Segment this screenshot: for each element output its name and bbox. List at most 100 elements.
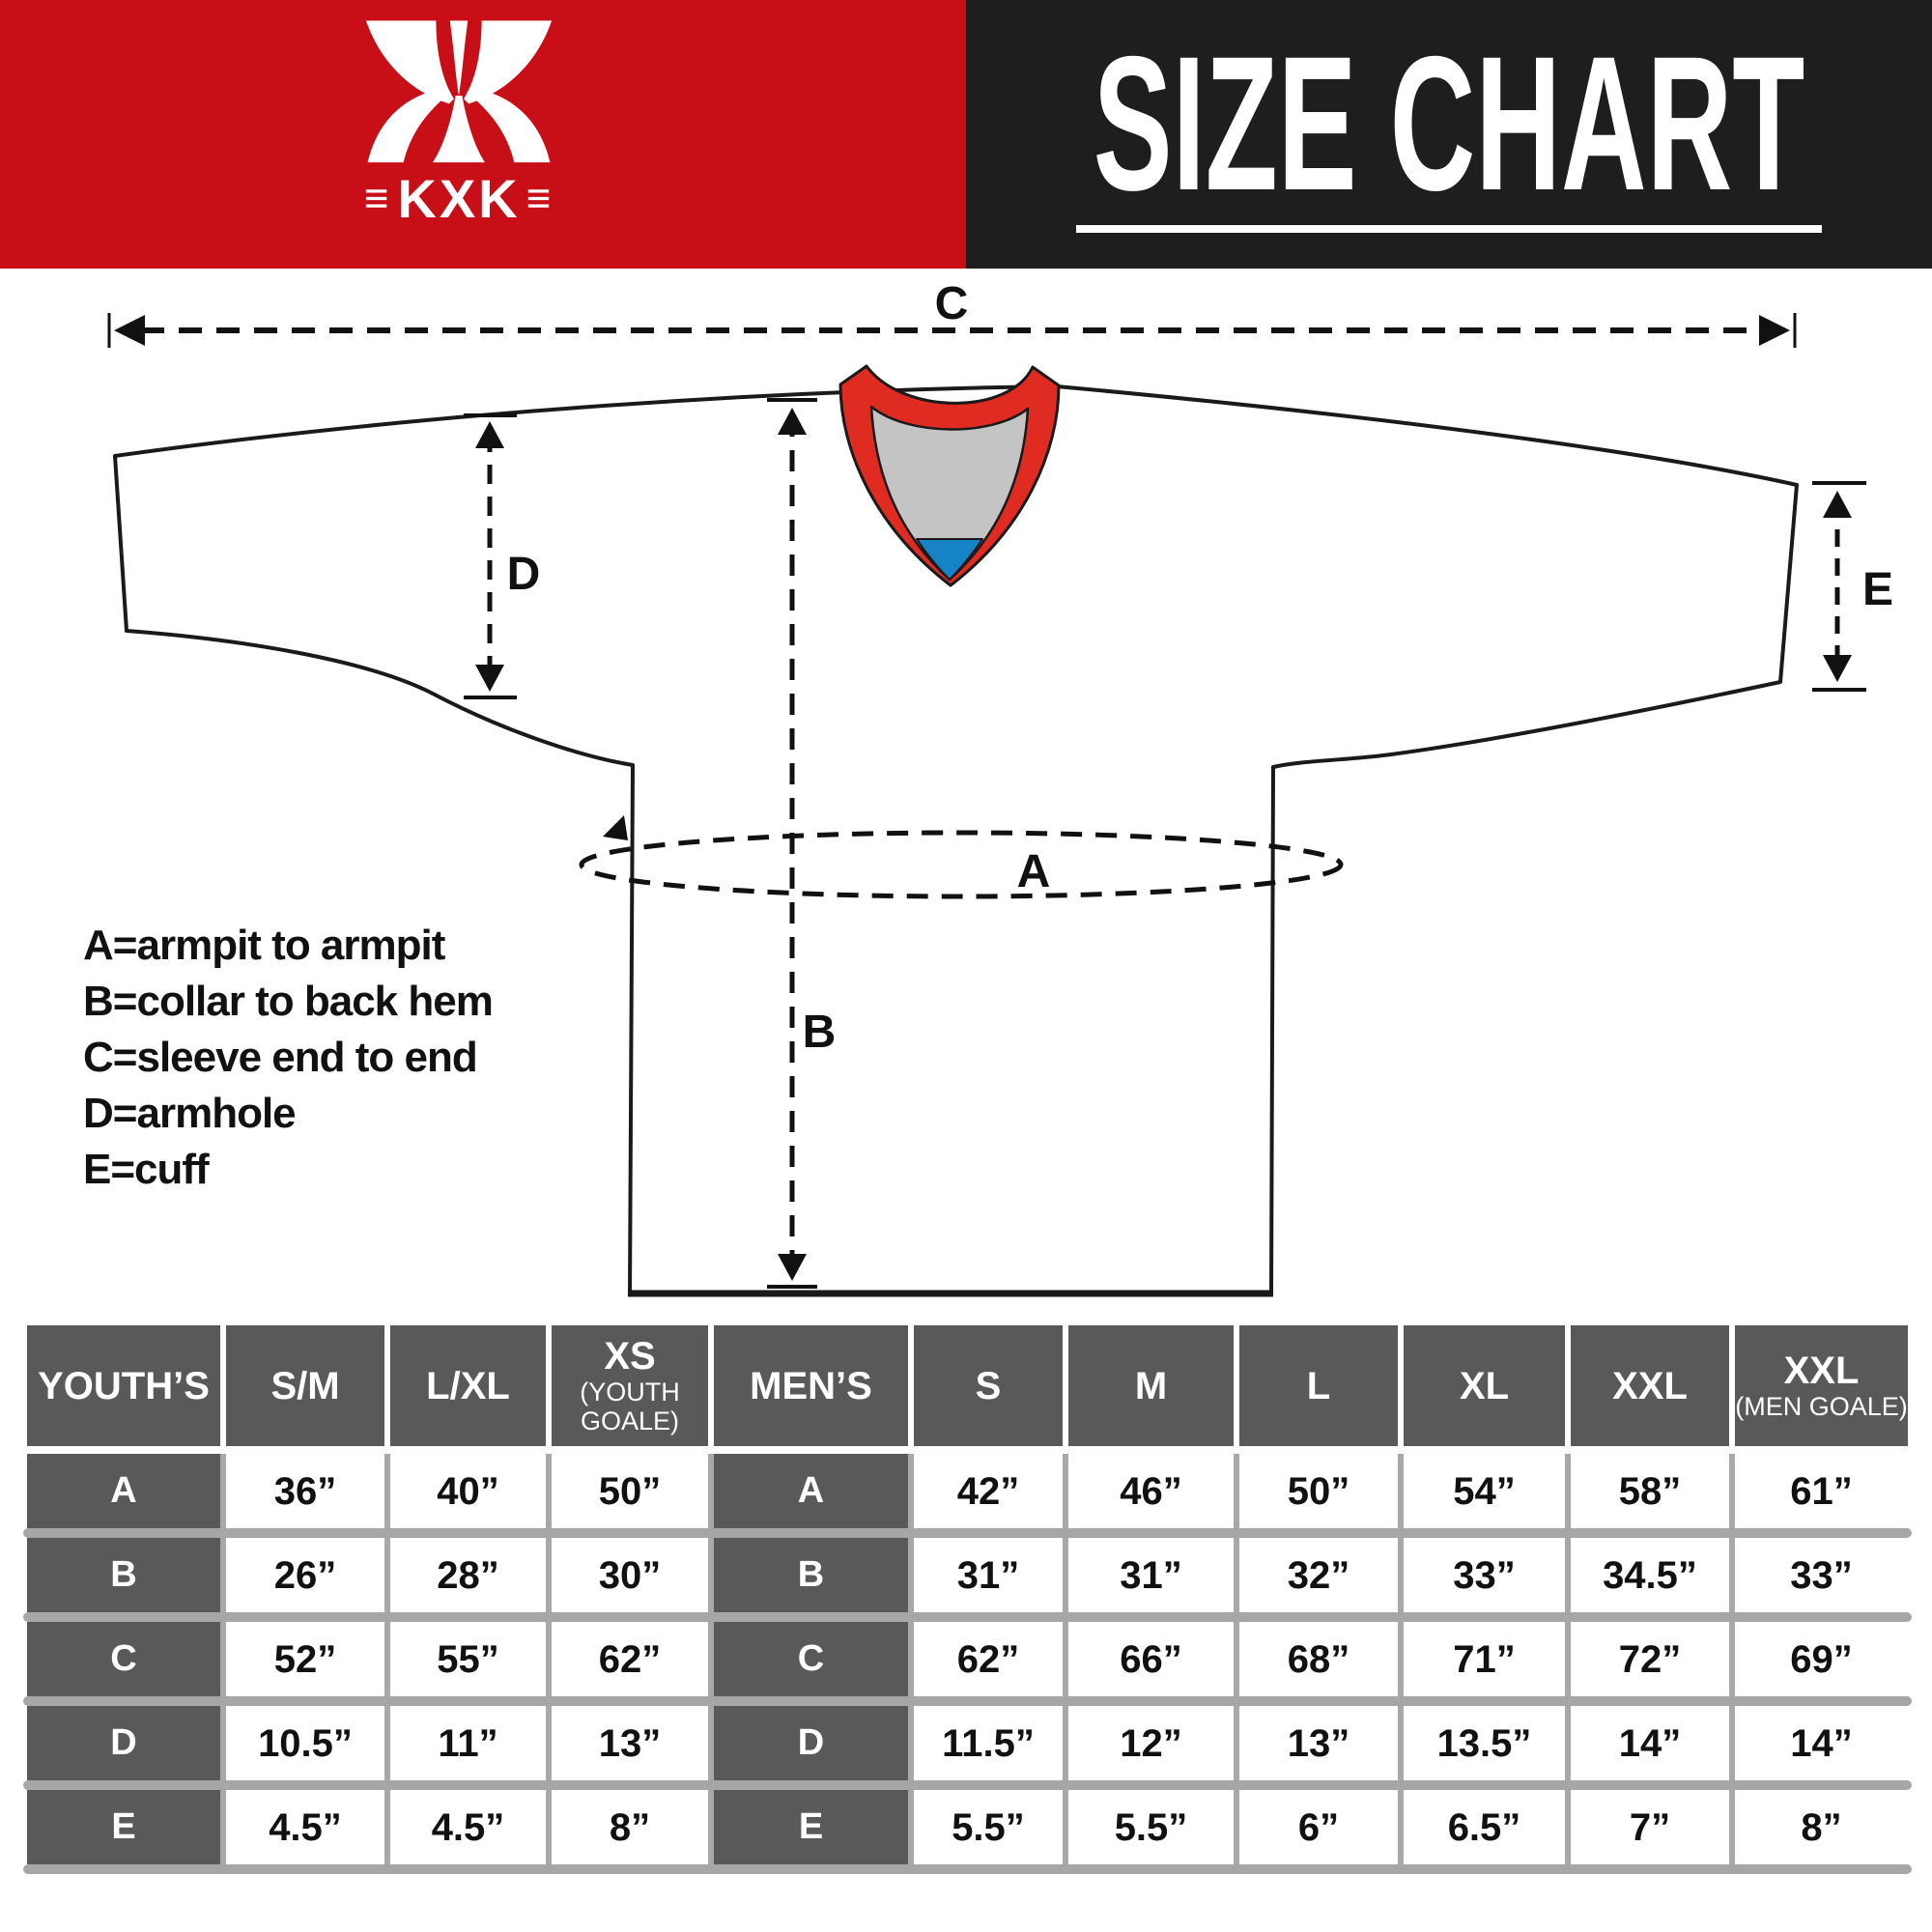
table-value-cell: 6.5” xyxy=(1404,1790,1565,1864)
label-B: B xyxy=(803,1007,837,1058)
table-size-header: XS (YOUTH GOALE) xyxy=(552,1325,708,1446)
table-size-header: S xyxy=(914,1325,1063,1446)
table-value-cell: 50” xyxy=(1239,1454,1398,1528)
table-value-cell: 33” xyxy=(1735,1538,1908,1612)
table-value-cell: 62” xyxy=(552,1622,708,1696)
brand-wordmark: ≡ KXK ≡ xyxy=(364,172,554,226)
row-separator xyxy=(23,1528,1912,1538)
table-value-cell: 71” xyxy=(1404,1622,1565,1696)
size-sublabel: (MEN GOALE) xyxy=(1735,1391,1908,1421)
table-size-header: L xyxy=(1239,1325,1398,1446)
table-value-cell: 11” xyxy=(390,1706,546,1780)
measure-arrow-E xyxy=(1812,481,1866,692)
table-size-header: XL xyxy=(1404,1325,1565,1446)
table-value-cell: 8” xyxy=(552,1790,708,1864)
jersey-outline xyxy=(113,384,1799,1295)
measure-arrow-A xyxy=(579,815,1344,899)
table-row-label: D xyxy=(27,1706,220,1780)
table-row-label: D xyxy=(714,1706,908,1780)
table-row-label: E xyxy=(27,1790,220,1864)
table-value-cell: 28” xyxy=(390,1538,546,1612)
table-value-cell: 61” xyxy=(1735,1454,1908,1528)
size-label: L/XL xyxy=(426,1364,510,1407)
table-size-header: XXL xyxy=(1571,1325,1729,1446)
table-row-label: C xyxy=(714,1622,908,1696)
table-value-cell: 14” xyxy=(1735,1706,1908,1780)
size-label: XXL xyxy=(1612,1364,1688,1407)
table-value-cell: 54” xyxy=(1404,1454,1565,1528)
row-separator xyxy=(23,1696,1912,1706)
table-row-label: C xyxy=(27,1622,220,1696)
table-value-cell: 69” xyxy=(1735,1622,1908,1696)
header-brand-panel: ≡ KXK ≡ xyxy=(0,0,966,269)
collar-inner-gray xyxy=(869,405,1030,582)
measurement-legend: A=armpit to armpit B=collar to back hem … xyxy=(83,918,494,1198)
table-value-cell: 33” xyxy=(1404,1538,1565,1612)
legend-line-b: B=collar to back hem xyxy=(83,978,494,1025)
legend-line-d: D=armhole xyxy=(83,1090,297,1137)
table-group-header: YOUTH’S xyxy=(27,1325,220,1446)
table-value-cell: 7” xyxy=(1571,1790,1729,1864)
table-value-cell: 31” xyxy=(1068,1538,1234,1612)
collar-blue-insert xyxy=(916,538,983,581)
table-value-cell: 50” xyxy=(552,1454,708,1528)
size-label: XS xyxy=(604,1334,656,1378)
title-underline xyxy=(1076,225,1822,234)
label-C: C xyxy=(935,278,969,329)
header-title-panel: SIZE CHART xyxy=(966,0,1932,269)
measure-arrow-B xyxy=(767,398,817,1289)
brand-name: KXK xyxy=(397,168,521,229)
page-title: SIZE CHART xyxy=(1093,15,1805,230)
table-value-cell: 30” xyxy=(552,1538,708,1612)
table-size-header: XXL (MEN GOALE) xyxy=(1735,1325,1908,1446)
table-value-cell: 40” xyxy=(390,1454,546,1528)
table-row-label: B xyxy=(714,1538,908,1612)
table-value-cell: 36” xyxy=(226,1454,384,1528)
measure-arrow-D xyxy=(464,413,517,699)
size-label: M xyxy=(1134,1364,1168,1407)
row-separator xyxy=(23,1780,1912,1790)
table-value-cell: 55” xyxy=(390,1622,546,1696)
logo-bars-left-icon: ≡ xyxy=(363,175,392,222)
row-separator xyxy=(23,1864,1912,1874)
table-value-cell: 34.5” xyxy=(1571,1538,1729,1612)
table-value-cell: 12” xyxy=(1068,1706,1234,1780)
header: ≡ KXK ≡ SIZE CHART xyxy=(0,0,1932,269)
table-value-cell: 58” xyxy=(1571,1454,1729,1528)
table-group-header: MEN’S xyxy=(714,1325,908,1446)
table-value-cell: 13” xyxy=(1239,1706,1398,1780)
kxk-x-mark-icon xyxy=(365,20,553,163)
legend-line-a: A=armpit to armpit xyxy=(83,922,445,969)
table-size-header: L/XL xyxy=(390,1325,546,1446)
size-label: XXL xyxy=(1783,1349,1860,1392)
legend-line-c: C=sleeve end to end xyxy=(83,1034,478,1081)
table-value-cell: 8” xyxy=(1735,1790,1908,1864)
table-row-label: A xyxy=(27,1454,220,1528)
jersey-collar xyxy=(838,364,1061,587)
table-value-cell: 26” xyxy=(226,1538,384,1612)
table-value-cell: 13” xyxy=(552,1706,708,1780)
table-value-cell: 6” xyxy=(1239,1790,1398,1864)
table-value-cell: 62” xyxy=(914,1622,1063,1696)
jersey-measurement-diagram: C D B A E xyxy=(107,278,1893,1297)
table-value-cell: 31” xyxy=(914,1538,1063,1612)
logo-bars-right-icon: ≡ xyxy=(526,175,554,222)
table-size-header: S/M xyxy=(226,1325,384,1446)
table-row-label: B xyxy=(27,1538,220,1612)
label-A: A xyxy=(1017,846,1051,897)
row-separator xyxy=(23,1612,1912,1622)
table-value-cell: 5.5” xyxy=(914,1790,1063,1864)
table-row-label: E xyxy=(714,1790,908,1864)
table-value-cell: 46” xyxy=(1068,1454,1234,1528)
table-value-cell: 11.5” xyxy=(914,1706,1063,1780)
brand-logo: ≡ KXK ≡ xyxy=(319,17,599,226)
table-value-cell: 66” xyxy=(1068,1622,1234,1696)
measure-arrow-C xyxy=(107,313,1797,348)
label-E: E xyxy=(1862,564,1893,615)
table-value-cell: 5.5” xyxy=(1068,1790,1234,1864)
table-value-cell: 4.5” xyxy=(390,1790,546,1864)
label-D: D xyxy=(507,549,541,600)
table-value-cell: 10.5” xyxy=(226,1706,384,1780)
legend-line-e: E=cuff xyxy=(83,1146,210,1193)
